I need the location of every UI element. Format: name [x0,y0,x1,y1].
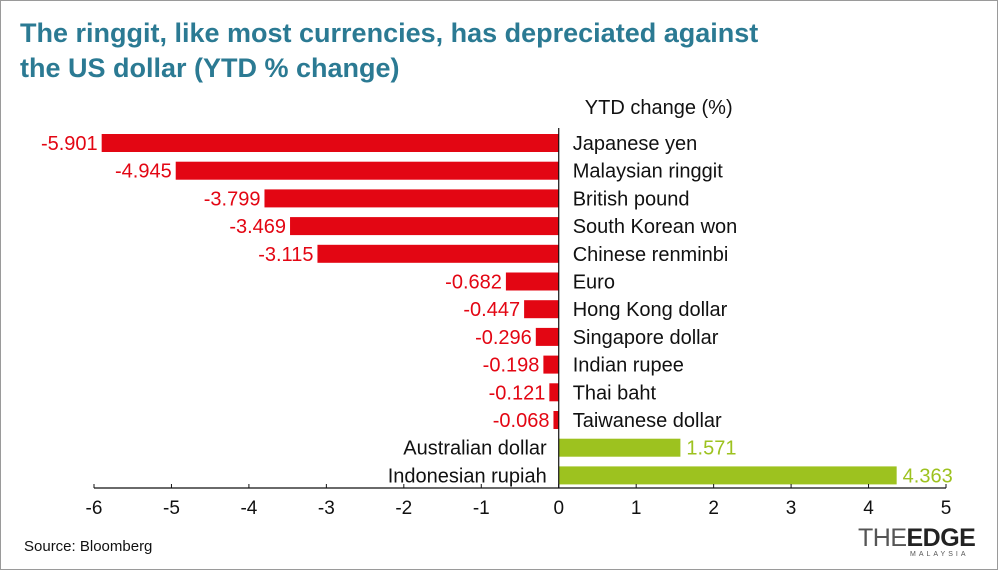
value-label: -3.799 [204,188,261,210]
x-tick-label: -3 [318,498,335,519]
x-tick-label: -5 [163,498,180,519]
bar [101,134,559,152]
x-tick-label: 3 [786,498,797,519]
x-tick-label: 4 [863,498,874,519]
value-label: 1.571 [686,438,736,460]
value-label: -0.068 [493,410,550,432]
bar [175,161,559,180]
value-label: -0.296 [475,327,532,349]
bar [558,466,897,485]
brand-logo: THEEDGE MALAYSIA [858,526,988,562]
bar [524,300,559,319]
value-label: -5.901 [41,133,98,155]
logo-sub: MALAYSIA [910,551,969,558]
bar [290,217,559,236]
x-tick-label: -2 [395,498,412,519]
x-tick-label: 0 [553,498,564,519]
value-label: -0.447 [463,299,520,321]
chart-title: The ringgit, like most currencies, has d… [20,18,759,83]
bar [505,272,559,291]
category-label: British pound [573,188,690,210]
x-tick-label: 5 [941,498,952,519]
category-label: Japanese yen [573,133,698,155]
x-tick-label: 1 [631,498,642,519]
value-label: -3.115 [258,244,313,266]
x-tick-label: -1 [473,498,490,519]
bar [264,189,559,208]
value-label: -0.682 [445,272,502,294]
logo-part1: THE [858,524,907,552]
category-label: Taiwanese dollar [573,410,722,432]
bar [317,244,559,263]
value-label: -0.121 [489,382,546,404]
category-label: Euro [573,272,615,294]
bar [535,327,559,346]
axis-title: YTD change (%) [585,97,733,119]
category-label: Singapore dollar [573,327,719,349]
source-note: Source: Bloomberg [24,538,153,555]
value-label: 4.363 [903,465,953,487]
bar [553,411,559,429]
category-label: Hong Kong dollar [573,299,728,321]
value-label: -4.945 [115,161,172,183]
x-tick-label: 2 [708,498,719,519]
x-tick-label: -6 [86,498,103,519]
category-label: South Korean won [573,216,738,238]
category-label: Indian rupee [573,355,684,377]
bar [558,438,681,457]
category-label: Malaysian ringgit [573,161,724,183]
bar [543,355,559,374]
category-label: Indonesian rupiah [388,465,547,487]
value-label: -0.198 [483,355,540,377]
logo-part2: EDGE [906,524,976,552]
category-label: Australian dollar [403,438,547,460]
bar [549,383,559,402]
x-tick-label: -4 [240,498,257,519]
value-label: -3.469 [229,216,286,238]
category-label: Chinese renminbi [573,244,729,266]
category-label: Thai baht [573,382,657,404]
